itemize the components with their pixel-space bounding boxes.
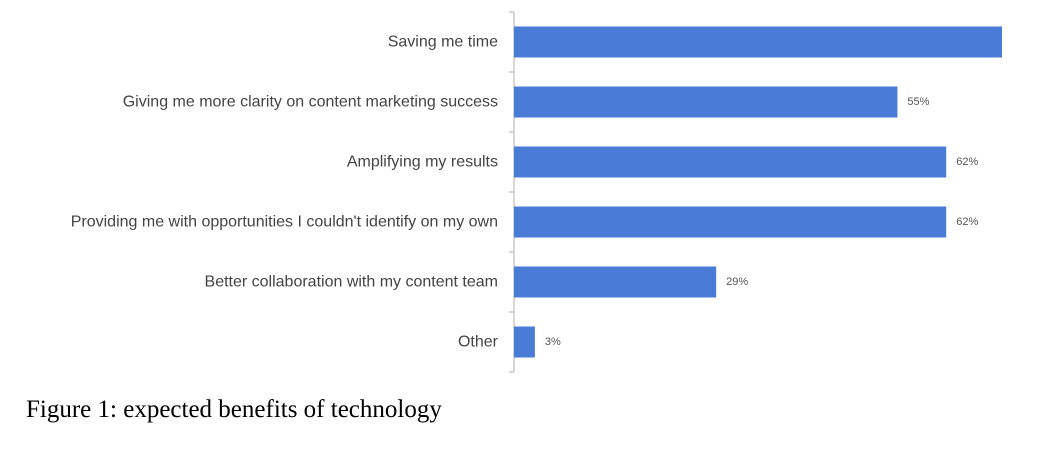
category-label: Better collaboration with my content tea… <box>205 274 498 291</box>
value-label: 62% <box>956 216 978 228</box>
bar <box>514 206 947 238</box>
category-label: Giving me more clarity on content market… <box>123 94 498 111</box>
bar <box>514 326 535 358</box>
figure-caption: Figure 1: expected benefits of technolog… <box>26 396 442 423</box>
value-label: 3% <box>545 336 561 348</box>
category-label: Saving me time <box>388 34 498 51</box>
category-label: Amplifying my results <box>347 154 498 171</box>
category-label: Providing me with opportunities I couldn… <box>71 214 498 231</box>
value-label: 29% <box>726 276 748 288</box>
bar <box>514 86 898 118</box>
bar-chart: Saving me time Giving me more clarity on … <box>71 11 1002 373</box>
value-label: 62% <box>956 156 978 168</box>
category-label: Other <box>458 334 499 351</box>
bar <box>514 266 717 298</box>
value-label: 55% <box>907 96 929 108</box>
bar <box>514 26 1002 58</box>
bar <box>514 146 947 178</box>
